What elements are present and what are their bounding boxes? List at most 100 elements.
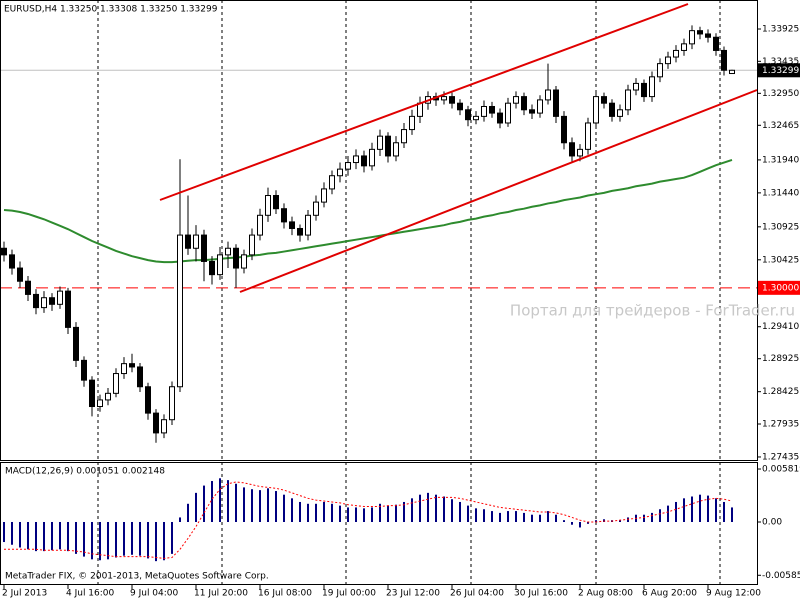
candle-body <box>457 102 463 111</box>
macd-bar <box>307 503 309 522</box>
macd-bar <box>131 521 133 555</box>
macd-bar <box>451 499 453 522</box>
candle-body <box>713 36 719 51</box>
candle-body <box>665 56 671 65</box>
candle-body <box>113 373 119 394</box>
macd-bar <box>275 491 277 522</box>
macd-bar <box>235 483 237 522</box>
candle-body <box>497 112 503 124</box>
macd-bar <box>547 511 549 522</box>
candle-body <box>217 254 223 276</box>
candle-body <box>145 386 151 414</box>
x-tick-label: 19 Jul 00:00 <box>322 589 376 599</box>
candle-body <box>73 326 79 361</box>
chart-header: EURUSD,H4 1.33250 1.33308 1.33250 1.3329… <box>4 5 218 15</box>
macd-bar <box>459 501 461 522</box>
macd-bar <box>139 521 141 556</box>
candle-body <box>449 96 455 104</box>
macd-bar <box>203 485 205 522</box>
macd-bar <box>691 496 693 522</box>
macd-bar <box>523 512 525 522</box>
candle-body <box>593 96 599 124</box>
price-frame <box>0 0 758 461</box>
macd-bar <box>435 494 437 522</box>
macd-bar <box>123 521 125 556</box>
y-tick-label: 1.33925 <box>762 25 799 35</box>
candle-body <box>641 82 647 98</box>
macd-bar <box>699 494 701 522</box>
macd-bar <box>555 514 557 522</box>
candle-body <box>393 142 399 157</box>
macd-bar <box>579 521 581 528</box>
candle-body <box>105 392 111 401</box>
macd-frame <box>0 462 758 585</box>
macd-bar <box>211 481 213 522</box>
candle-body <box>409 115 415 131</box>
macd-bar <box>339 505 341 522</box>
candle-body <box>265 195 271 216</box>
macd-bar <box>411 498 413 522</box>
candle-body <box>249 234 255 256</box>
candle-body <box>225 247 231 256</box>
x-tick-label: 30 Jul 16:00 <box>514 589 568 599</box>
footnote: MetaTrader FIX, © 2001-2013, MetaQuotes … <box>5 572 269 582</box>
y-tick-label: 1.31940 <box>762 155 799 165</box>
price-panel: 1.33925 1.33435 1.32950 1.32465 1.31940 1.314… <box>0 25 800 462</box>
candle-body <box>353 155 359 164</box>
candle-body <box>361 155 367 167</box>
candle-body <box>25 280 31 295</box>
macd-bar <box>323 501 325 522</box>
candle-body <box>633 82 639 91</box>
x-tick-label: 2 Jul 2013 <box>2 589 47 599</box>
macd-bar <box>675 501 677 522</box>
candle-body <box>369 148 375 167</box>
macd-bar <box>51 521 53 551</box>
candle-body <box>193 234 199 249</box>
candle-body <box>681 43 687 51</box>
candle-body <box>329 175 335 190</box>
x-tick-label: 23 Jul 12:00 <box>386 589 440 599</box>
macd-bar <box>195 492 197 522</box>
macd-bar <box>19 521 21 548</box>
macd-bar <box>587 521 589 524</box>
macd-bar <box>363 508 365 522</box>
macd-bar <box>515 511 517 522</box>
candle-body <box>481 105 487 117</box>
macd-bar <box>155 521 157 562</box>
y-tick-label: 1.31440 <box>762 188 799 198</box>
macd-bar <box>387 505 389 522</box>
candle-body <box>297 227 303 236</box>
x-tick-label: 11 Jul 20:00 <box>194 589 248 599</box>
macd-bar <box>67 521 69 552</box>
candle-body <box>649 76 655 98</box>
candle-body <box>177 234 183 388</box>
macd-bar <box>467 505 469 522</box>
macd-bar <box>499 512 501 522</box>
macd-bar <box>595 520 597 522</box>
macd-bar <box>531 514 533 522</box>
candle-body <box>241 254 247 269</box>
macd-bar <box>619 520 621 522</box>
macd-bar <box>259 490 261 522</box>
candle-body <box>377 135 383 150</box>
macd-bar <box>371 507 373 522</box>
y-tick-label: 1.27935 <box>762 419 799 429</box>
candle-body <box>385 135 391 157</box>
macd-bar <box>299 501 301 522</box>
macd-bar <box>107 521 109 560</box>
candle-body <box>689 30 695 45</box>
macd-bar <box>651 512 653 522</box>
macd-bar <box>251 489 253 522</box>
macd-bar <box>283 494 285 522</box>
signal-line <box>4 481 733 559</box>
macd-bar <box>91 521 93 560</box>
candle-body <box>41 297 47 309</box>
macd-bar <box>667 505 669 522</box>
candle-body <box>489 105 495 114</box>
macd-bar <box>35 521 37 552</box>
candle-body <box>401 129 407 144</box>
macd-bar <box>11 521 13 545</box>
y-tick-label: 1.28425 <box>762 387 799 397</box>
candle-body <box>521 96 527 111</box>
